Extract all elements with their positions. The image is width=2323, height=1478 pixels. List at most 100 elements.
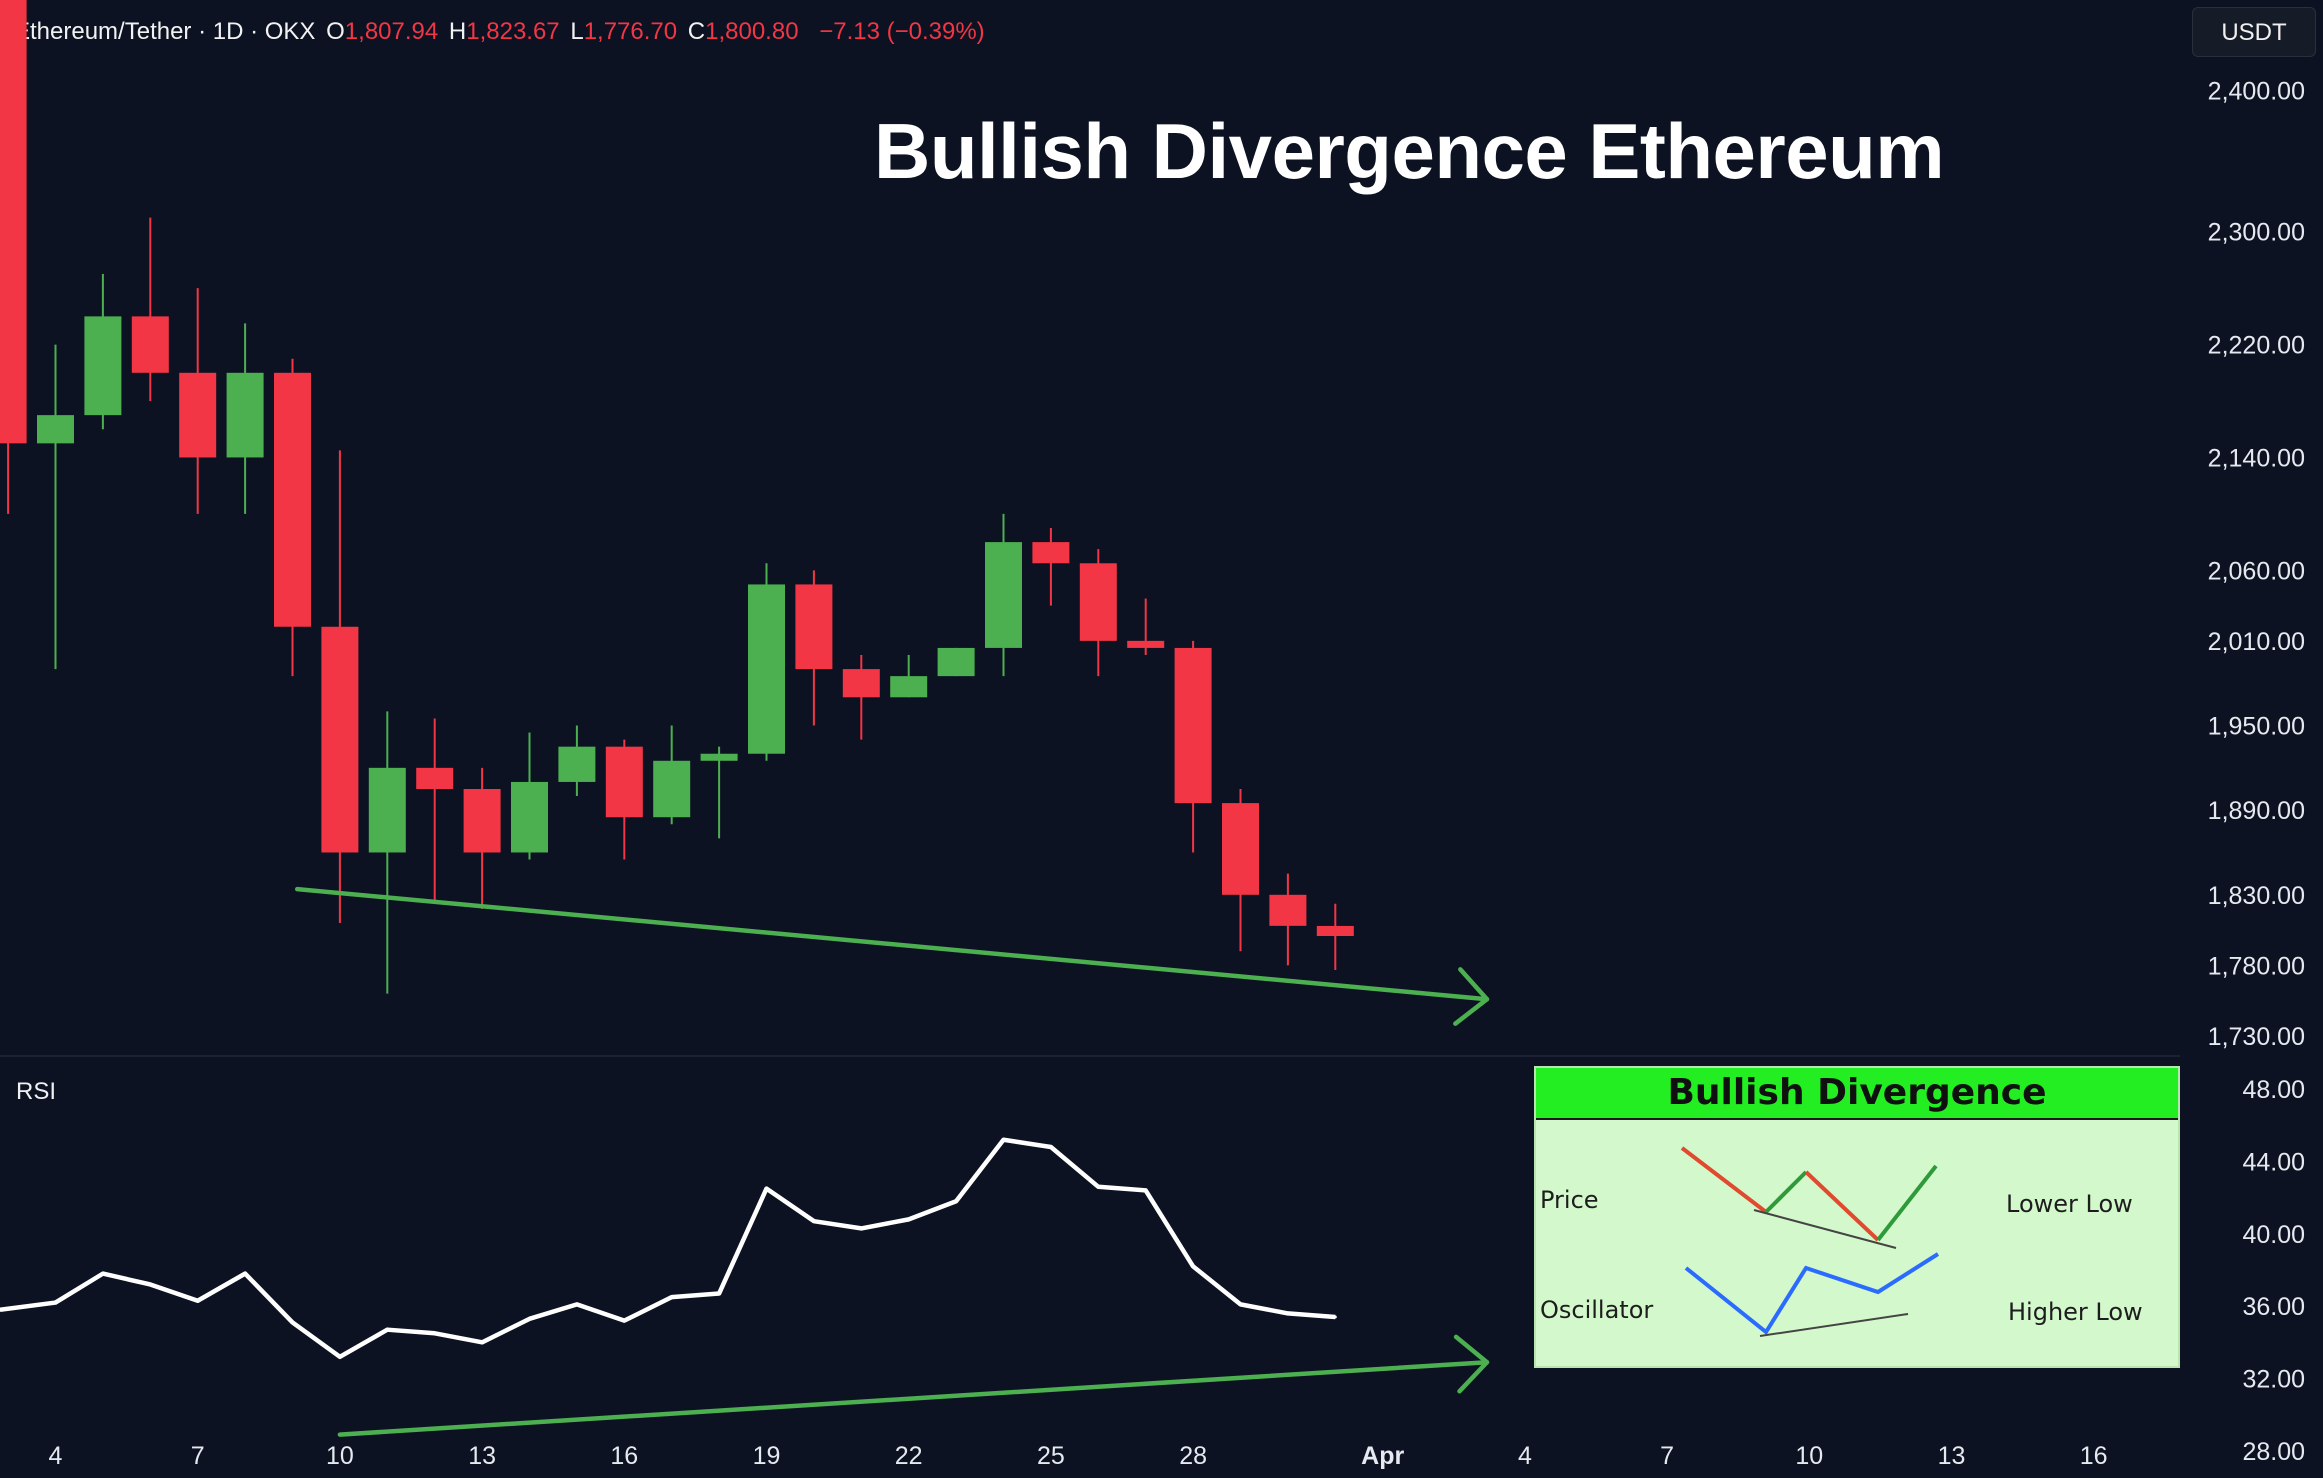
rsi-point <box>717 1292 721 1296</box>
rsi-point <box>433 1331 437 1335</box>
close-value: 1,800.80 <box>705 18 799 45</box>
price-tick-label: 1,830.00 <box>2208 882 2305 910</box>
price-tick-label: 2,300.00 <box>2208 219 2305 247</box>
oscillator-higher-low-line <box>1759 1313 1909 1337</box>
rsi-point <box>528 1317 531 1321</box>
time-tick-label: 10 <box>326 1442 354 1470</box>
high-label: H <box>448 18 467 45</box>
candle-body <box>890 676 928 698</box>
price-diagram-down-2 <box>1804 1170 1880 1242</box>
candle-body <box>368 767 406 853</box>
candle-body <box>795 584 833 670</box>
candle-26 <box>1079 549 1117 677</box>
rsi-tick-label: 48.00 <box>2242 1076 2305 1104</box>
candle-body <box>748 584 785 754</box>
rsi-point <box>101 1272 105 1276</box>
candle-8 <box>226 323 264 514</box>
price-lower-low-line <box>1753 1209 1897 1249</box>
candle-6 <box>131 217 169 402</box>
candle-body <box>605 746 643 818</box>
candle-21 <box>842 654 880 740</box>
time-tick-label: 13 <box>468 1442 496 1470</box>
candle-29 <box>1222 789 1259 952</box>
rsi-point <box>1144 1188 1148 1192</box>
symbol-label: Ethereum/Tether · 1D · OKX <box>14 18 316 45</box>
candle-22 <box>890 654 928 698</box>
candle-13 <box>463 767 501 909</box>
currency-button[interactable]: USDT <box>2192 7 2316 57</box>
candle-24 <box>985 513 1022 677</box>
time-tick-label: 13 <box>1938 1442 1966 1470</box>
candle-body <box>416 767 454 789</box>
trend-line <box>294 886 1490 1002</box>
candle-body <box>274 372 311 627</box>
time-tick-label: 16 <box>2080 1442 2108 1470</box>
rsi-point <box>1191 1264 1195 1268</box>
rsi-point <box>480 1340 484 1344</box>
high-value: 1,823.67 <box>466 18 560 45</box>
candle-body <box>1316 925 1354 937</box>
time-tick-label: 7 <box>191 1442 205 1470</box>
rsi-point <box>812 1219 816 1223</box>
low-label: L <box>570 18 584 45</box>
rsi-tick-label: 32.00 <box>2242 1366 2305 1394</box>
rsi-point <box>148 1282 152 1286</box>
rsi-trendline <box>337 1334 1490 1437</box>
candle-30 <box>1269 873 1307 966</box>
rsi-point <box>385 1328 389 1332</box>
price-tick-label: 1,730.00 <box>2208 1023 2305 1051</box>
time-tick-label: 25 <box>1037 1442 1065 1470</box>
rsi-point <box>954 1199 958 1203</box>
legend-price-label: Price <box>1540 1186 1599 1214</box>
price-tick-label: 1,780.00 <box>2208 952 2305 980</box>
candle-body <box>511 781 548 853</box>
rsi-point <box>0 1308 2 1312</box>
rsi-point <box>1333 1315 1337 1319</box>
candle-body <box>985 542 1022 648</box>
price-tick-label: 2,140.00 <box>2208 444 2305 472</box>
rsi-point <box>243 1272 247 1276</box>
price-diagram-up-1 <box>1764 1170 1808 1214</box>
rsi-point <box>575 1302 579 1306</box>
candle-16 <box>605 739 643 860</box>
low-value: 1,776.70 <box>583 18 678 45</box>
candle-4 <box>37 344 74 670</box>
rsi-tick-label: 36.00 <box>2242 1293 2305 1321</box>
candle-28 <box>1174 640 1212 853</box>
candle-7 <box>179 288 217 514</box>
candle-body <box>1269 894 1307 926</box>
candle-body <box>0 0 27 444</box>
time-tick-label: Apr <box>1361 1442 1404 1470</box>
rsi-point <box>196 1299 200 1303</box>
rsi-point <box>1286 1311 1290 1315</box>
legend-higher-low-label: Higher Low <box>2008 1298 2143 1326</box>
price-tick-label: 2,010.00 <box>2208 628 2305 656</box>
rsi-point <box>622 1319 626 1323</box>
candle-5 <box>84 274 122 430</box>
change-value: −7.13 (−0.39%) <box>819 18 985 45</box>
time-tick-label: 28 <box>1179 1442 1207 1470</box>
trend-arrowhead <box>1453 1334 1490 1394</box>
candle-10 <box>321 450 359 924</box>
candle-body <box>558 746 596 782</box>
legend-oscillator-label: Oscillator <box>1540 1296 1654 1324</box>
candle-18 <box>700 746 738 839</box>
price-tick-label: 2,060.00 <box>2208 557 2305 585</box>
candle-25 <box>1032 528 1070 606</box>
time-tick-label: 4 <box>49 1442 63 1470</box>
candle-17 <box>653 725 691 825</box>
close-label: C <box>687 18 706 45</box>
rsi-pane <box>0 1137 1337 1360</box>
time-tick-label: 10 <box>1795 1442 1823 1470</box>
rsi-tick-label: 40.00 <box>2242 1221 2305 1249</box>
candle-body <box>1079 563 1117 641</box>
candle-19 <box>748 563 785 761</box>
open-label: O <box>326 18 345 45</box>
rsi-point <box>859 1226 863 1230</box>
rsi-point <box>54 1301 57 1305</box>
chart-header: Ethereum/Tether · 1D · OKX O1,807.94 H1,… <box>14 18 985 46</box>
candle-body <box>226 372 264 458</box>
rsi-tick-label: 44.00 <box>2242 1148 2305 1176</box>
candle-31 <box>1316 903 1354 971</box>
